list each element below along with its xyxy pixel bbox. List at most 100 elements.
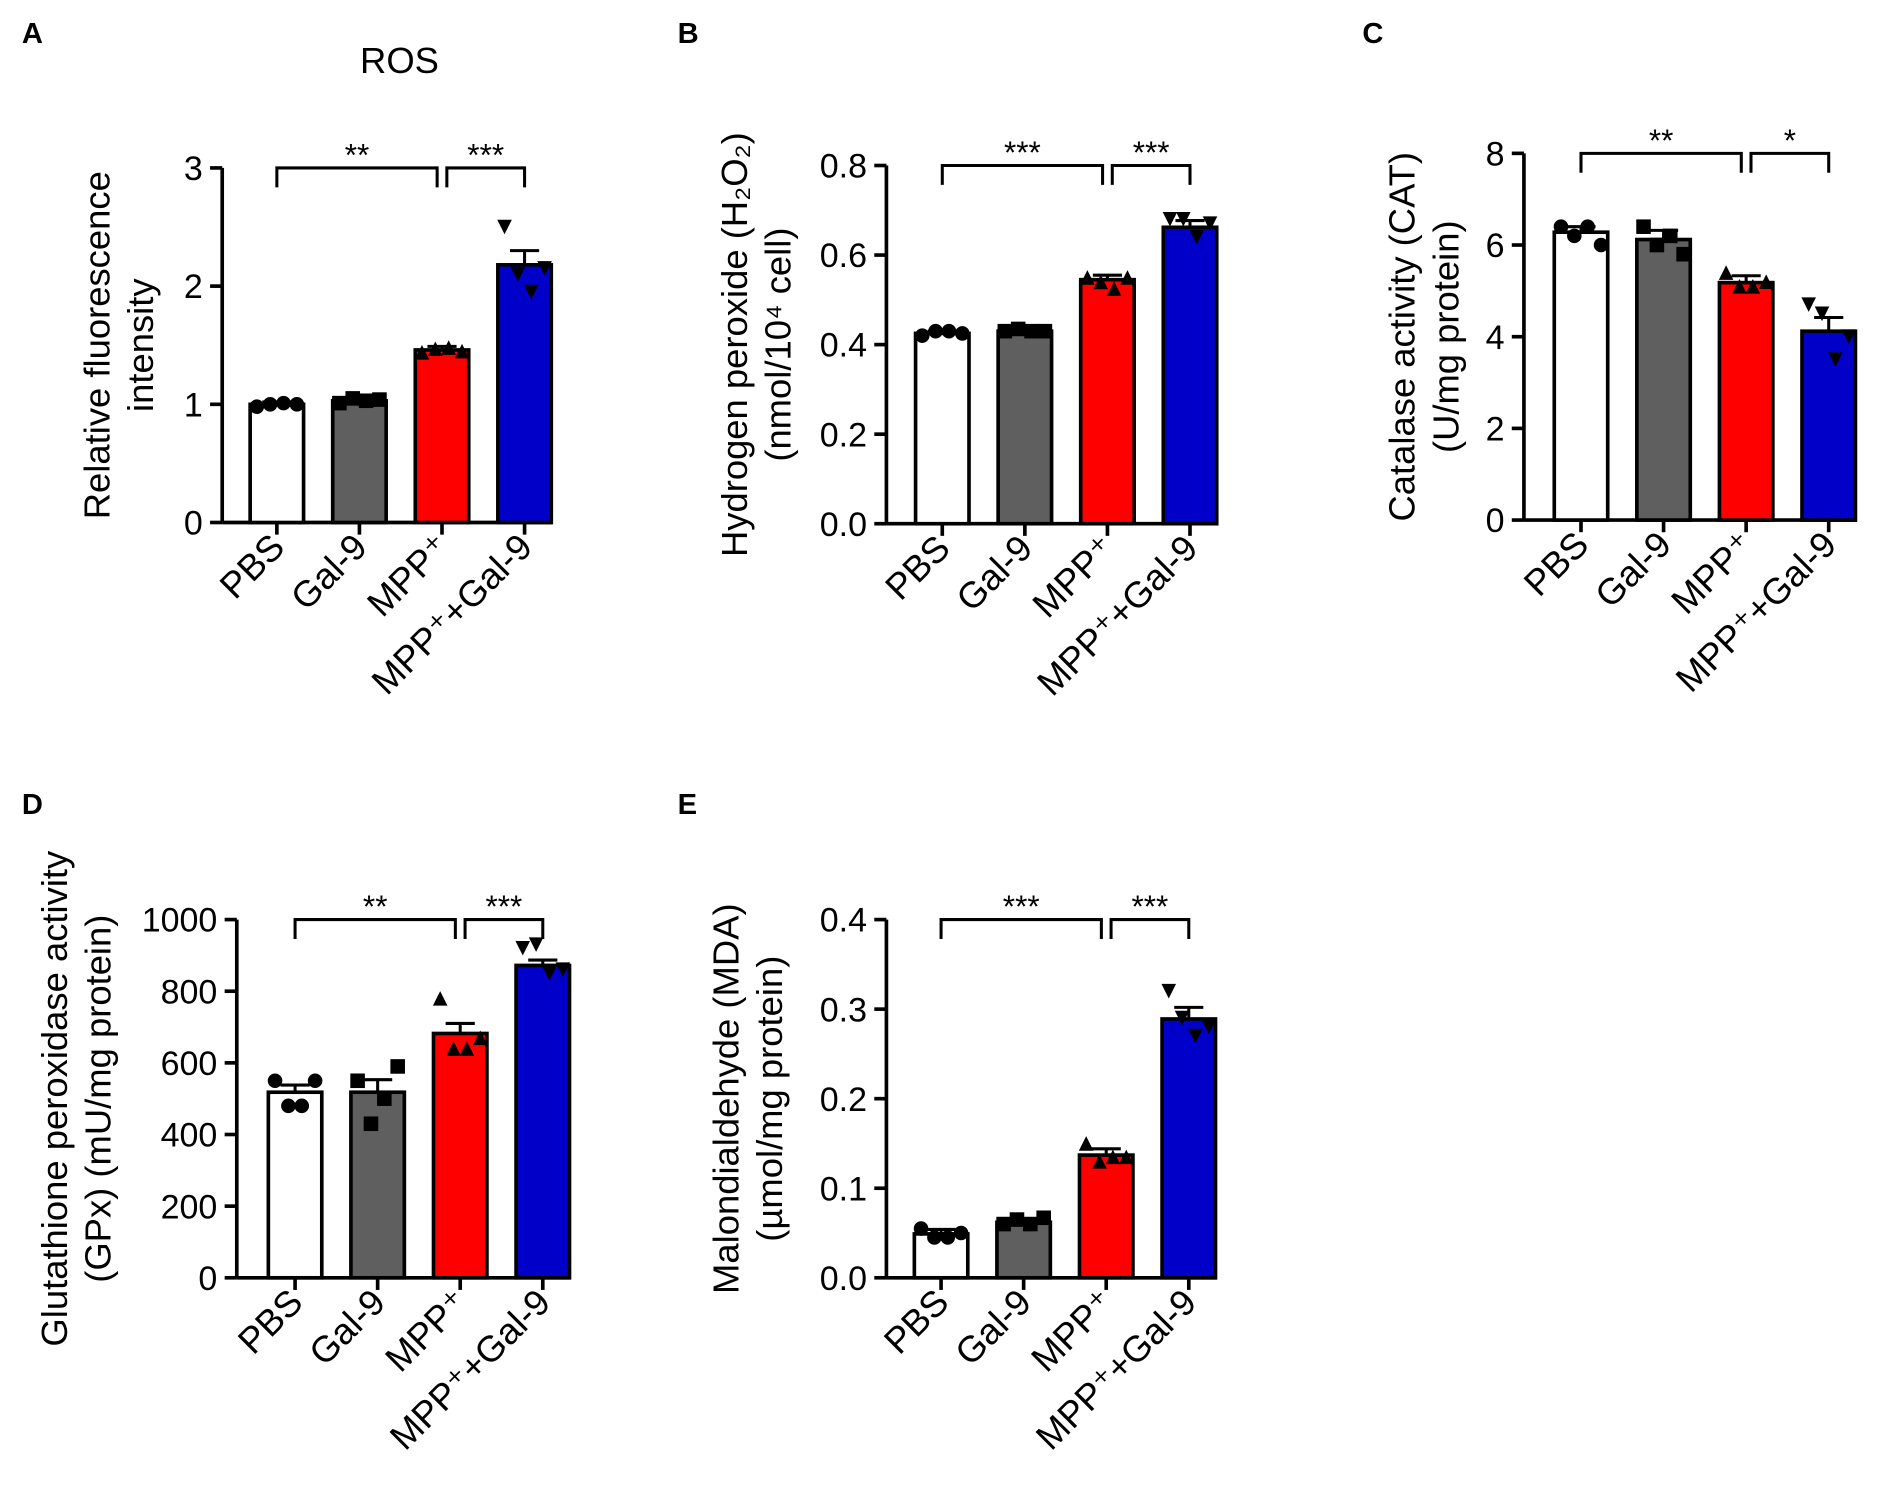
bar [330,398,388,525]
data-point [1745,279,1761,294]
data-point [1814,306,1830,322]
bar [1800,329,1858,522]
significance-label: *** [1004,134,1041,170]
data-point [1841,329,1857,344]
error-bar [1091,1147,1121,1156]
data-point [454,343,470,359]
data-point [390,1059,405,1074]
data-point [332,395,347,411]
data-point [1732,279,1747,294]
significance-bracket [940,163,1105,185]
error-bar [509,249,540,265]
data-point [955,326,970,341]
data-point [1010,321,1026,337]
x-tick-label: PBS [230,1281,311,1362]
data-point [350,1073,365,1089]
x-tick-label: Gal-9 [1587,523,1679,615]
data-point [1662,228,1678,244]
data-point [1758,274,1774,289]
data-point [1080,270,1095,285]
error-bar [1814,315,1844,332]
bar [1077,1153,1135,1280]
data-point [1009,1212,1025,1227]
data-point [276,395,291,411]
y-tick-label: 600 [161,1045,218,1083]
data-point [1828,352,1843,367]
data-point [497,219,512,235]
y-tick-label: 0.2 [820,1081,867,1119]
data-point [515,940,531,956]
y-tick-label: 0 [184,505,203,543]
data-point [940,1230,956,1245]
data-point [927,1230,942,1245]
panel: B Hydrogen peroxide (H₂O₂) (nmol/10⁴ cell)… [678,18,1219,703]
data-point [1092,1154,1107,1169]
error-bar [363,1078,393,1093]
bar [413,348,471,525]
y-tick-label: 1000 [142,902,218,940]
data-point [289,397,305,412]
significance-bracket [463,918,545,939]
data-point [1718,265,1734,280]
significance-label: ** [1649,122,1674,158]
bar [995,1220,1053,1280]
data-point [1162,211,1178,227]
y-axis-label: (GPx) (mU/mg protein) [78,915,119,1283]
y-tick-label: 0 [198,1260,217,1298]
y-tick-label: 0.4 [820,327,867,365]
data-point [1174,1010,1190,1026]
y-tick-label: 0 [1486,502,1505,540]
bar [431,1031,489,1280]
y-tick-label: 0.1 [820,1170,867,1208]
bar [1635,237,1693,522]
data-point [1636,219,1651,234]
bar [248,402,306,525]
data-point [528,937,544,952]
panel: C Catalase activity (CAT) (U/mg protein) 0 2… [1362,18,1858,700]
significance-bracket [293,918,457,939]
error-bar [445,1021,475,1034]
x-tick-label: Gal-9 [283,526,375,618]
bar [1078,277,1136,526]
data-point [914,328,930,343]
significance-label: *** [1003,888,1040,924]
bar [912,1232,970,1280]
bar [1160,1017,1218,1280]
y-axis-label: intensity [120,278,161,412]
data-point [1593,237,1609,253]
data-point [1037,323,1053,339]
y-axis-label: (nmol/10⁴ cell) [758,228,799,462]
y-axis-label: Hydrogen peroxide (H₂O₂) [714,132,755,557]
y-tick-label: 800 [161,973,218,1011]
significance-label: ** [345,137,370,173]
y-tick-label: 0.0 [820,1260,867,1298]
data-point [1118,1149,1134,1165]
panel-label: A [22,18,43,50]
significance-label: * [1784,122,1796,158]
bar [266,1090,324,1280]
significance-bracket [1749,151,1831,173]
data-point [1176,211,1191,227]
data-point [363,1116,379,1132]
y-axis-label: (U/mg protein) [1425,220,1466,453]
error-bar [1174,1005,1204,1019]
chart-title: ROS [360,40,439,81]
data-point [262,397,278,412]
y-tick-label: 0.2 [820,416,867,454]
data-point [996,1216,1011,1232]
y-axis-label: Malondialdehyde (MDA) [705,903,746,1294]
significance-label: *** [485,888,522,924]
y-axis-label: Catalase activity (CAT) [1382,152,1423,522]
data-point [941,323,957,339]
bar [1717,280,1775,522]
data-point [1580,219,1595,234]
error-bar [528,958,558,966]
y-tick-label: 0.6 [820,237,867,275]
data-point [1024,323,1039,339]
significance-bracket [939,918,1103,939]
bar [913,331,971,526]
data-point [1201,1019,1217,1035]
error-bar [926,1227,956,1234]
data-point [1161,983,1177,999]
data-point [1105,1149,1121,1165]
